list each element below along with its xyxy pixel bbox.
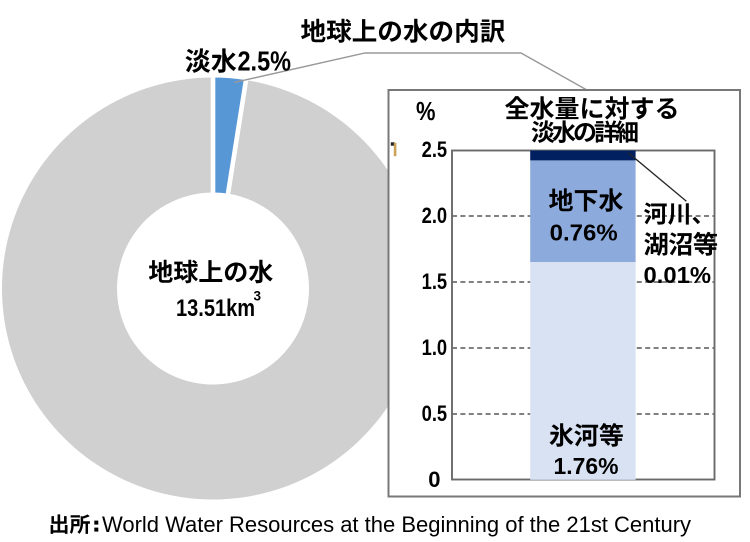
svg-text:2.5: 2.5 [422,137,448,162]
svg-text:13.51km: 13.51km [176,295,255,322]
svg-text:0: 0 [428,467,440,492]
svg-text:2.0: 2.0 [422,203,448,228]
svg-text:2.5%: 2.5% [238,46,292,77]
svg-text:1.5: 1.5 [422,269,448,294]
svg-text:0.01%: 0.01% [644,262,712,288]
svg-text:3: 3 [254,289,262,304]
svg-text:1.76%: 1.76% [554,453,619,479]
svg-text:%: % [416,96,436,126]
svg-text:0.5: 0.5 [422,401,448,426]
svg-text:World Water Resources at the B: World Water Resources at the Beginning o… [102,512,691,537]
svg-text:0.76%: 0.76% [550,220,618,246]
svg-text:1.0: 1.0 [422,335,448,360]
